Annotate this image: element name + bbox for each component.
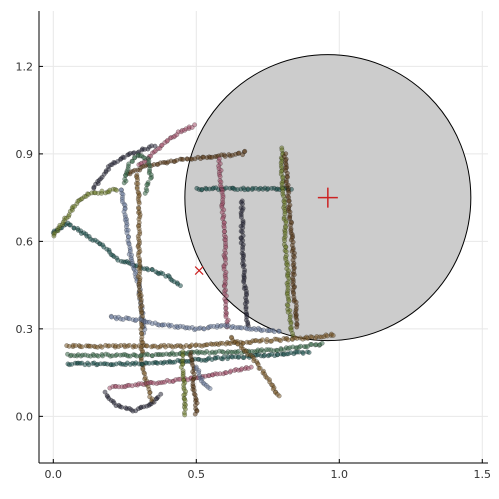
data-point (133, 317, 139, 323)
x-tick-label: 0.0 (45, 468, 63, 481)
data-point (276, 328, 282, 334)
data-point (119, 404, 125, 410)
data-point (130, 159, 135, 164)
data-point (99, 188, 105, 194)
data-point (101, 244, 107, 250)
x-tick-labels: 0.0 0.5 1.0 1.5 (45, 468, 491, 481)
data-point (114, 187, 120, 193)
data-point (286, 198, 292, 204)
data-point (294, 324, 300, 330)
data-point (148, 175, 154, 181)
data-point (264, 337, 270, 342)
data-point (242, 148, 248, 154)
data-point (236, 354, 242, 360)
data-point (288, 321, 294, 327)
trajectory-4 (125, 148, 248, 177)
data-point (276, 393, 282, 399)
data-point (151, 399, 157, 405)
trajectory-6 (133, 172, 156, 405)
y-tick-label: 0.3 (16, 323, 34, 336)
data-point (225, 323, 231, 328)
data-point (306, 350, 312, 355)
data-point (99, 344, 105, 350)
data-point (155, 394, 161, 400)
y-tick-label: 0.6 (16, 235, 34, 248)
data-point (168, 322, 174, 328)
x-tick-label: 0.5 (188, 468, 206, 481)
data-point (245, 187, 251, 193)
y-tick-label: 1.2 (16, 60, 34, 73)
data-point (330, 333, 336, 338)
data-point (248, 364, 254, 370)
trajectory-0 (50, 220, 183, 289)
data-point (160, 271, 166, 277)
data-point (178, 283, 183, 289)
trajectory-15 (65, 340, 325, 359)
axes (38, 11, 488, 464)
trajectory-7 (121, 152, 154, 196)
data-point (285, 337, 291, 343)
marker-layer (194, 187, 338, 275)
data-point (102, 389, 108, 395)
trajectory-3 (51, 186, 120, 239)
trajectory-17 (107, 364, 254, 391)
data-point (271, 329, 277, 335)
data-point (300, 350, 306, 356)
trajectory-13 (108, 313, 282, 335)
data-point (269, 338, 275, 344)
data-point (178, 364, 184, 370)
data-point (270, 386, 276, 392)
trajectory-9 (216, 156, 231, 330)
data-point (68, 222, 73, 228)
data-point (260, 337, 265, 343)
data-point (180, 353, 186, 359)
x-marker (194, 266, 204, 275)
data-point (207, 386, 213, 391)
data-point (147, 390, 153, 396)
data-point (285, 309, 291, 315)
data-point (126, 161, 132, 167)
data-point (319, 340, 325, 346)
data-point (149, 267, 155, 273)
trajectory-22 (228, 334, 282, 399)
y-tick-labels: 0.0 0.3 0.6 0.9 1.2 (16, 60, 34, 423)
data-point (144, 343, 150, 349)
data-point (240, 201, 245, 207)
x-tick-label: 1.0 (331, 468, 349, 481)
data-point (121, 155, 127, 161)
data-point (192, 411, 198, 417)
data-point (145, 352, 151, 358)
y-tick-label: 0.9 (16, 148, 34, 161)
trajectory-2 (91, 143, 158, 191)
data-point (79, 344, 85, 350)
data-point (136, 200, 142, 206)
data-point (220, 216, 226, 222)
trajectory-19 (178, 349, 189, 418)
data-point (126, 342, 132, 348)
trajectory-21 (193, 364, 213, 391)
trajectory-12 (281, 151, 300, 330)
trajectory-18 (102, 389, 164, 414)
data-point (158, 391, 164, 397)
y-tick-label: 0.0 (16, 410, 34, 423)
data-point (235, 348, 241, 354)
data-points (50, 122, 336, 418)
data-point (192, 122, 198, 128)
trajectory-16 (65, 349, 312, 368)
data-point (223, 314, 229, 320)
data-point (152, 143, 158, 149)
data-point (182, 412, 188, 418)
x-tick-label: 1.5 (474, 468, 492, 481)
data-point (257, 365, 263, 371)
data-point (286, 298, 292, 304)
trajectory-11 (278, 145, 296, 339)
data-point (142, 190, 148, 196)
plus-marker (317, 187, 338, 208)
trajectory-10 (238, 198, 251, 329)
data-point (278, 338, 283, 344)
data-point (222, 153, 228, 159)
